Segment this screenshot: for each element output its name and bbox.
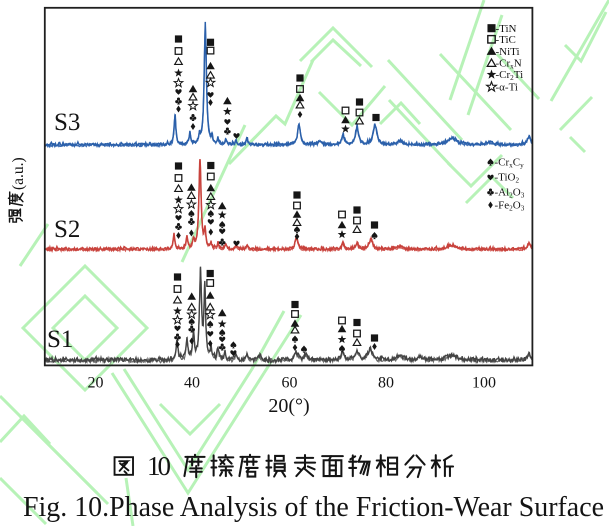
svg-text:-NiTi: -NiTi (496, 46, 520, 58)
svg-text:20(°): 20(°) (268, 395, 309, 417)
svg-text:-TiO2: -TiO2 (495, 172, 520, 185)
svg-text:-TiN: -TiN (496, 23, 517, 35)
svg-text:-CrxN: -CrxN (496, 58, 522, 71)
svg-text:(a.u.): (a.u.) (10, 157, 27, 190)
svg-text:10: 10 (147, 451, 171, 481)
svg-text:S1: S1 (47, 326, 73, 353)
svg-text:Fig. 10.Phase Analysis of the: Fig. 10.Phase Analysis of the Friction-W… (23, 491, 604, 523)
svg-text:-Cr2Ti: -Cr2Ti (496, 69, 524, 82)
svg-text:S3: S3 (54, 109, 80, 136)
svg-text:-Fe2O3: -Fe2O3 (495, 200, 525, 213)
svg-text:60: 60 (282, 375, 298, 392)
svg-text:80: 80 (378, 375, 394, 392)
svg-text:-TiC: -TiC (496, 34, 516, 46)
svg-text:20: 20 (88, 375, 104, 392)
svg-text:-CrxCy: -CrxCy (495, 157, 525, 170)
svg-text:-α-Ti: -α-Ti (496, 81, 518, 93)
svg-text:S2: S2 (54, 216, 80, 243)
svg-text:40: 40 (184, 375, 200, 392)
svg-text:-Al2O3: -Al2O3 (495, 187, 525, 200)
svg-text:100: 100 (472, 375, 496, 392)
